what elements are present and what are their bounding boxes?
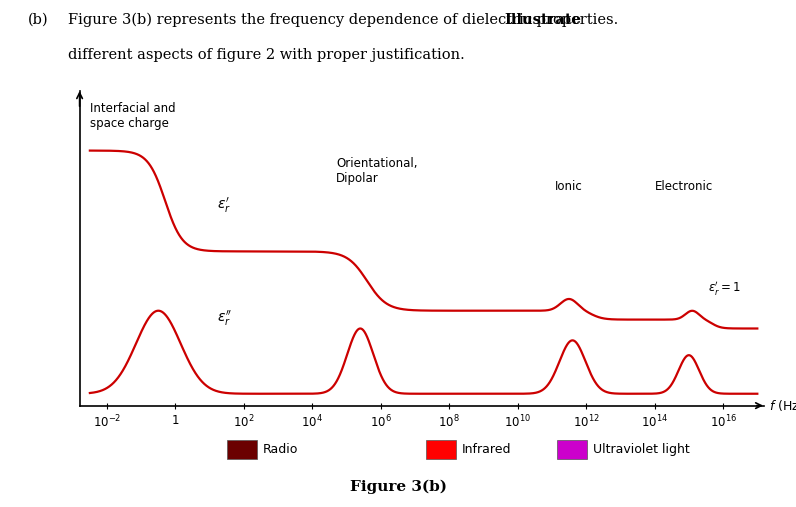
- Text: Figure 3(b) represents the frequency dependence of dielectric properties.: Figure 3(b) represents the frequency dep…: [68, 13, 622, 27]
- Text: (b): (b): [28, 13, 49, 27]
- Text: Ultraviolet light: Ultraviolet light: [593, 443, 690, 456]
- Text: Orientational,
Dipolar: Orientational, Dipolar: [336, 157, 418, 185]
- Text: Electronic: Electronic: [654, 179, 713, 193]
- Text: Illustrate: Illustrate: [504, 13, 581, 27]
- Text: Radio: Radio: [263, 443, 298, 456]
- Text: Interfacial and
space charge: Interfacial and space charge: [90, 101, 175, 130]
- Text: $f$ (Hz): $f$ (Hz): [769, 398, 796, 413]
- Text: Infrared: Infrared: [462, 443, 511, 456]
- Text: $\varepsilon_r''$: $\varepsilon_r''$: [217, 309, 232, 328]
- Text: $\varepsilon_r' = 1$: $\varepsilon_r' = 1$: [708, 279, 740, 298]
- Text: $\varepsilon_r'$: $\varepsilon_r'$: [217, 196, 231, 215]
- Text: different aspects of figure 2 with proper justification.: different aspects of figure 2 with prope…: [68, 48, 464, 62]
- Text: Figure 3(b): Figure 3(b): [349, 480, 447, 494]
- Text: Ionic: Ionic: [556, 179, 583, 193]
